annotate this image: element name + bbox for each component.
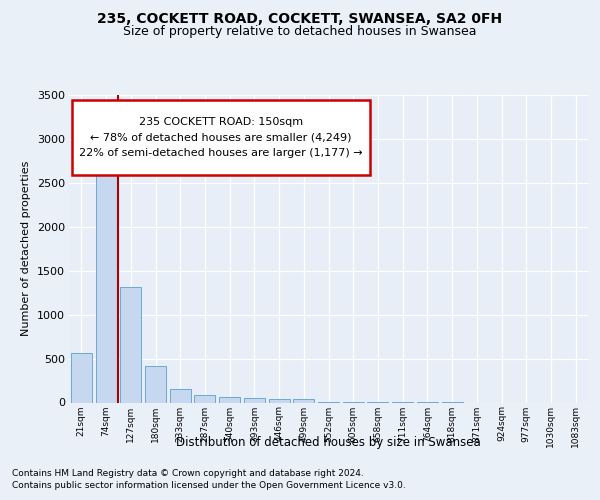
Text: Size of property relative to detached houses in Swansea: Size of property relative to detached ho… xyxy=(123,24,477,38)
Bar xyxy=(194,396,215,402)
Y-axis label: Number of detached properties: Number of detached properties xyxy=(21,161,31,336)
Bar xyxy=(145,366,166,402)
Text: Contains HM Land Registry data © Crown copyright and database right 2024.: Contains HM Land Registry data © Crown c… xyxy=(12,470,364,478)
Bar xyxy=(71,354,92,403)
Bar xyxy=(244,398,265,402)
Bar xyxy=(293,400,314,402)
Text: Contains public sector information licensed under the Open Government Licence v3: Contains public sector information licen… xyxy=(12,482,406,490)
Bar xyxy=(120,288,141,403)
Bar xyxy=(269,399,290,402)
Bar xyxy=(219,397,240,402)
Text: 235, COCKETT ROAD, COCKETT, SWANSEA, SA2 0FH: 235, COCKETT ROAD, COCKETT, SWANSEA, SA2… xyxy=(97,12,503,26)
Text: Distribution of detached houses by size in Swansea: Distribution of detached houses by size … xyxy=(176,436,481,449)
Bar xyxy=(170,389,191,402)
Text: 235 COCKETT ROAD: 150sqm
← 78% of detached houses are smaller (4,249)
22% of sem: 235 COCKETT ROAD: 150sqm ← 78% of detach… xyxy=(79,116,362,158)
Bar xyxy=(95,148,116,402)
FancyBboxPatch shape xyxy=(71,100,370,175)
